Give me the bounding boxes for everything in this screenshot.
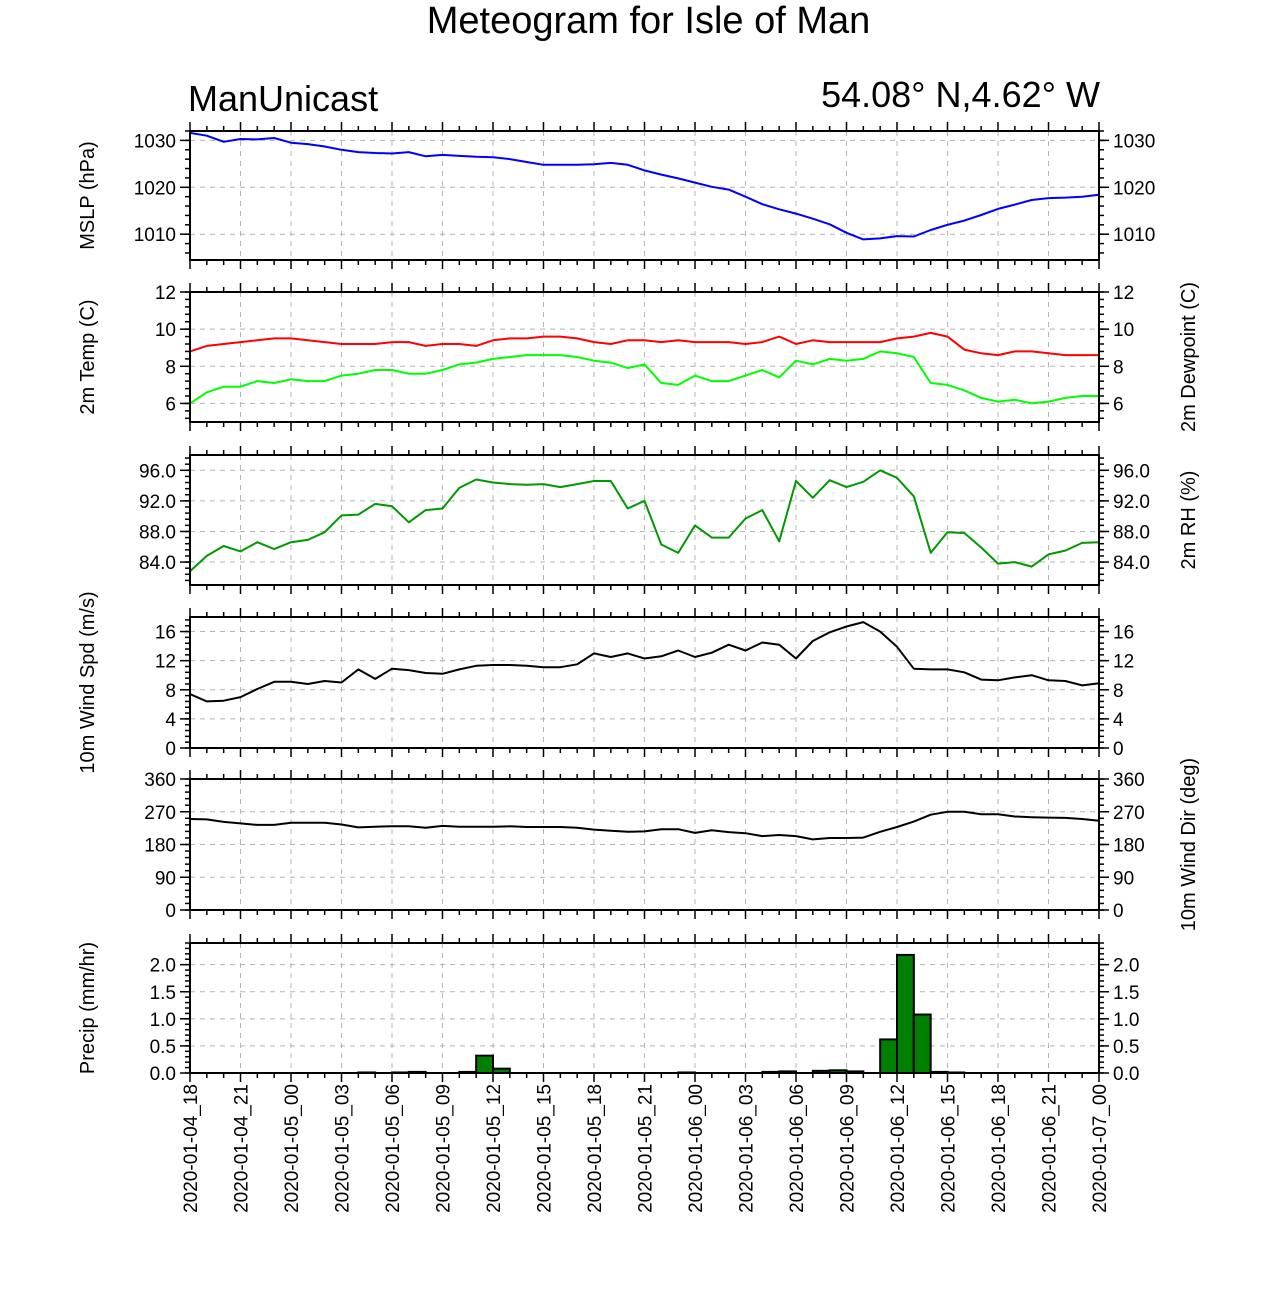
station-name: ManUnicast — [188, 78, 379, 119]
wind-speed-y-tick-label-right: 12 — [1113, 652, 1134, 673]
precip-y-tick-label-right: 1.0 — [1113, 1010, 1139, 1031]
wind-direction-panel: 0 0 90 90 180 180 270 270 360 360 10m Wind Dir (de… — [144, 758, 1200, 931]
precip-bar — [896, 953, 915, 1075]
wind-direction-y-tick-label-right: 90 — [1113, 868, 1134, 889]
x-tick-label: 2020-01-05_00 — [282, 1084, 303, 1213]
precip-y-tick-label-right: 0.5 — [1113, 1037, 1139, 1058]
x-tick-label: 2020-01-04_18 — [181, 1084, 202, 1213]
station-coordinates: 54.08° N,4.62° W — [821, 74, 1100, 115]
wind-direction-y-tick-label-right: 0 — [1113, 901, 1124, 922]
wind-direction-y-tick-label-right: 180 — [1113, 836, 1145, 857]
wind-speed-y-tick-label: 0 — [165, 739, 176, 760]
wind-speed-y-tick-label: 8 — [165, 681, 176, 702]
mslp-y-tick-label-right: 1010 — [1113, 225, 1155, 246]
x-tick-label: 2020-01-05_03 — [333, 1084, 354, 1213]
precip-ylabel-left: Precip (mm/hr) — [77, 942, 99, 1074]
precip-bar — [879, 1038, 899, 1074]
x-tick-label: 2020-01-06_15 — [939, 1084, 960, 1213]
temperature-panel: 6 6 8 8 10 10 12 12 2m Temp (C) 2m Dewpoint (C) — [77, 282, 1200, 432]
x-tick-label: 2020-01-06_18 — [989, 1084, 1010, 1213]
precip-y-tick-label: 0.5 — [150, 1037, 176, 1058]
humidity-series-line-1 — [189, 469, 1100, 572]
wind-direction-y-tick-label: 0 — [165, 901, 176, 922]
temperature-y-tick-label: 10 — [155, 320, 176, 341]
wind-speed-panel: 0 0 4 4 8 8 12 12 16 16 10m Wind Spd (m/s) — [77, 591, 1134, 773]
wind-direction-y-tick-label: 270 — [144, 803, 176, 824]
mslp-y-tick-label: 1010 — [134, 225, 176, 246]
mslp-ylabel-left: MSLP (hPa) — [77, 141, 99, 250]
wind-speed-y-tick-label-right: 0 — [1113, 739, 1124, 760]
precip-y-tick-label: 1.0 — [150, 1010, 176, 1031]
x-tick-label: 2020-01-07_00 — [1090, 1084, 1111, 1213]
x-tick-label: 2020-01-06_09 — [838, 1084, 859, 1213]
wind-speed-y-tick-label: 16 — [155, 623, 176, 644]
mslp-series-line-1 — [189, 131, 1100, 241]
x-tick-label: 2020-01-05_15 — [535, 1084, 556, 1213]
wind-direction-y-tick-label: 360 — [144, 770, 176, 791]
precip-y-tick-label-right: 0.0 — [1113, 1064, 1139, 1085]
mslp-y-tick-label-right: 1020 — [1113, 178, 1155, 199]
precip-y-tick-label-right: 1.5 — [1113, 983, 1139, 1004]
precip-y-tick-label: 0.0 — [150, 1064, 176, 1085]
precip-panel: 0.0 0.0 0.5 0.5 1.0 1.0 1.5 1.5 2.0 2.0 Precip (mm… — [77, 934, 1139, 1085]
wind-direction-y-tick-label-right: 360 — [1113, 770, 1145, 791]
mslp-panel: 1010 1010 1020 1020 1030 1030 MSLP (hPa) — [77, 122, 1155, 269]
x-tick-label: 2020-01-05_12 — [484, 1084, 505, 1213]
humidity-ylabel-right: 2m RH (%) — [1178, 471, 1200, 570]
wind-speed-y-tick-label: 4 — [165, 710, 176, 731]
humidity-y-tick-label-right: 84.0 — [1113, 553, 1150, 574]
x-tick-label: 2020-01-05_21 — [636, 1084, 657, 1213]
temperature-y-tick-label-right: 12 — [1113, 283, 1134, 304]
x-tick-label: 2020-01-06_21 — [1040, 1084, 1061, 1213]
wind-speed-series-line-1 — [189, 621, 1100, 703]
mslp-y-tick-label: 1030 — [134, 131, 176, 152]
temperature-y-tick-label: 6 — [165, 394, 176, 415]
mslp-y-tick-label: 1020 — [134, 178, 176, 199]
x-tick-label: 2020-01-04_21 — [232, 1084, 253, 1213]
x-tick-label: 2020-01-06_03 — [737, 1084, 758, 1213]
humidity-y-tick-label: 84.0 — [139, 553, 176, 574]
wind-speed-ylabel-left: 10m Wind Spd (m/s) — [77, 591, 99, 773]
x-tick-label: 2020-01-06_12 — [888, 1084, 909, 1213]
temperature-y-tick-label: 12 — [155, 283, 176, 304]
humidity-y-tick-label: 96.0 — [139, 461, 176, 482]
humidity-y-tick-label-right: 88.0 — [1113, 522, 1150, 543]
wind-speed-y-tick-label: 12 — [155, 652, 176, 673]
temperature-y-tick-label-right: 10 — [1113, 320, 1134, 341]
temperature-y-tick-label-right: 6 — [1113, 394, 1124, 415]
humidity-y-tick-label-right: 92.0 — [1113, 492, 1150, 513]
wind-direction-series-line-1 — [189, 810, 1100, 841]
humidity-y-tick-label-right: 96.0 — [1113, 461, 1150, 482]
x-tick-label: 2020-01-05_18 — [585, 1084, 606, 1213]
wind-direction-y-tick-label-right: 270 — [1113, 803, 1145, 824]
humidity-y-tick-label: 88.0 — [139, 522, 176, 543]
wind-direction-y-tick-label: 90 — [155, 868, 176, 889]
chart-title: Meteogram for Isle of Man — [426, 0, 871, 42]
precip-y-tick-label: 2.0 — [150, 956, 176, 977]
wind-speed-y-tick-label-right: 16 — [1113, 623, 1134, 644]
humidity-y-tick-label: 92.0 — [139, 492, 176, 513]
humidity-panel: 84.0 84.0 88.0 88.0 92.0 92.0 96.0 96.0 2m RH (%… — [139, 446, 1200, 594]
wind-speed-y-tick-label-right: 8 — [1113, 681, 1124, 702]
precip-bar — [475, 1054, 494, 1074]
x-tick-label: 2020-01-06_06 — [787, 1084, 808, 1213]
x-tick-label: 2020-01-05_09 — [434, 1084, 455, 1213]
precip-y-tick-label: 1.5 — [150, 983, 176, 1004]
x-tick-label: 2020-01-06_00 — [686, 1084, 707, 1213]
wind-direction-y-tick-label: 180 — [144, 836, 176, 857]
temperature-y-tick-label-right: 8 — [1113, 357, 1124, 378]
wind-direction-ylabel-right: 10m Wind Dir (deg) — [1178, 758, 1200, 931]
x-tick-label: 2020-01-05_06 — [383, 1084, 404, 1213]
temperature-ylabel-left: 2m Temp (C) — [77, 299, 99, 414]
x-axis-labels: 2020-01-04_18 2020-01-04_21 2020-01-05_00 2… — [181, 1084, 1111, 1213]
precip-y-tick-label-right: 2.0 — [1113, 956, 1139, 977]
temperature-y-tick-label: 8 — [165, 357, 176, 378]
precip-bar — [912, 1013, 932, 1074]
temperature-series-line-2 — [189, 350, 1099, 405]
temperature-series-line-1 — [189, 331, 1099, 357]
mslp-y-tick-label-right: 1030 — [1113, 131, 1155, 152]
wind-speed-y-tick-label-right: 4 — [1113, 710, 1124, 731]
temperature-ylabel-right: 2m Dewpoint (C) — [1178, 282, 1200, 432]
